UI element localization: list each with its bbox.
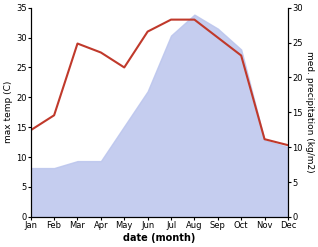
Y-axis label: max temp (C): max temp (C) [4,81,13,144]
X-axis label: date (month): date (month) [123,233,196,243]
Y-axis label: med. precipitation (kg/m2): med. precipitation (kg/m2) [305,51,314,173]
